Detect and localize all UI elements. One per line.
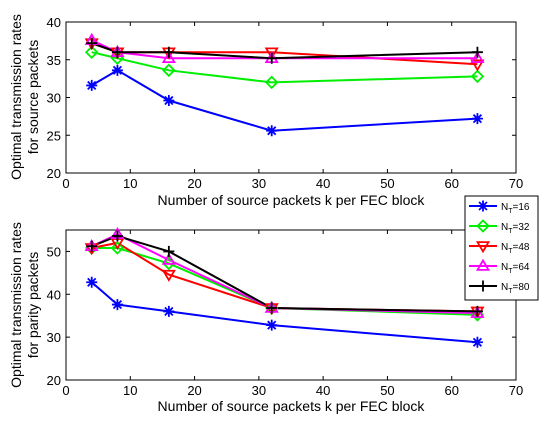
series-markers bbox=[84, 32, 485, 137]
data-point-marker bbox=[162, 63, 176, 78]
legend-label: NT=80 bbox=[501, 282, 530, 295]
data-point-marker bbox=[477, 280, 489, 292]
data-point-marker bbox=[266, 52, 278, 64]
y-axis-label-line2: for source packets bbox=[25, 40, 41, 154]
data-point-marker bbox=[476, 219, 490, 233]
data-point-marker bbox=[471, 336, 483, 348]
data-point-marker bbox=[86, 276, 98, 288]
y-axis-label-line2: for parity packets bbox=[25, 252, 41, 359]
x-tick-label: 20 bbox=[187, 383, 201, 398]
data-point-marker bbox=[111, 64, 123, 76]
x-tick-label: 50 bbox=[380, 383, 394, 398]
x-axis-label: Number of source packets k per FEC block bbox=[158, 398, 426, 414]
data-point-marker bbox=[161, 269, 176, 282]
x-tick-label: 30 bbox=[252, 383, 266, 398]
y-tick-label: 20 bbox=[47, 373, 61, 388]
x-tick-label: 10 bbox=[123, 383, 137, 398]
x-tick-label: 40 bbox=[316, 176, 330, 191]
data-point-marker bbox=[471, 305, 483, 317]
y-tick-label: 50 bbox=[47, 244, 61, 259]
data-point-marker bbox=[163, 245, 175, 257]
x-tick-label: 0 bbox=[62, 176, 69, 191]
x-tick-label: 70 bbox=[509, 383, 523, 398]
y-tick-label: 25 bbox=[47, 128, 61, 143]
data-point-marker bbox=[266, 319, 278, 331]
data-point-marker bbox=[471, 46, 483, 58]
x-tick-label: 0 bbox=[62, 383, 69, 398]
data-point-marker bbox=[266, 125, 278, 137]
data-point-marker bbox=[110, 241, 125, 255]
axis-ticks: 0 10 20 30 40 50 60 70 20 30 40 50 bbox=[47, 230, 523, 398]
x-tick-label: 50 bbox=[380, 176, 394, 191]
data-point-marker bbox=[161, 50, 176, 63]
y-tick-label: 35 bbox=[47, 53, 61, 68]
x-tick-label: 60 bbox=[444, 176, 458, 191]
data-point-marker bbox=[111, 299, 123, 311]
y-axis-label-line1: Optimal transmission rates bbox=[8, 222, 24, 388]
data-point-marker bbox=[475, 241, 491, 254]
y-axis-label-line1: Optimal transmission rates bbox=[8, 14, 24, 180]
data-point-marker bbox=[470, 69, 485, 84]
x-tick-label: 30 bbox=[252, 176, 266, 191]
data-point-marker bbox=[163, 46, 175, 58]
plot-frame bbox=[65, 21, 517, 174]
data-point-marker bbox=[477, 200, 489, 212]
data-point-marker bbox=[111, 46, 123, 58]
data-point-marker bbox=[111, 230, 123, 242]
series-line bbox=[91, 241, 478, 313]
x-tick-label: 20 bbox=[187, 176, 201, 191]
data-point-marker bbox=[470, 59, 485, 72]
legend-label: NT=64 bbox=[501, 262, 530, 275]
series-line bbox=[91, 39, 478, 60]
parity-packets-plot: 0 10 20 30 40 50 60 70 20 30 40 50 Number of source… bbox=[8, 222, 523, 414]
data-point-marker bbox=[84, 45, 99, 59]
data-point-marker bbox=[161, 252, 176, 265]
data-point-marker bbox=[264, 75, 279, 90]
series-lines bbox=[91, 233, 478, 344]
data-point-marker bbox=[86, 37, 98, 49]
y-tick-label: 40 bbox=[47, 15, 61, 30]
x-tick-label: 60 bbox=[444, 383, 458, 398]
data-point-marker bbox=[86, 79, 98, 91]
x-tick-label: 70 bbox=[509, 176, 523, 191]
axis-ticks: 0 10 20 30 40 50 60 70 20 25 30 35 40 bbox=[47, 15, 524, 191]
legend-items: NT=16 NT=32 NT=48 NT=64 NT=80 bbox=[469, 200, 530, 295]
series-line bbox=[91, 69, 478, 132]
legend-box bbox=[464, 195, 539, 301]
data-point-marker bbox=[470, 50, 485, 63]
data-point-marker bbox=[163, 305, 175, 317]
legend-label: NT=48 bbox=[501, 242, 530, 255]
y-tick-label: 40 bbox=[47, 287, 61, 302]
source-packets-plot: 0 10 20 30 40 50 60 70 20 25 30 35 40 Number of sour… bbox=[8, 14, 523, 208]
series-markers bbox=[84, 227, 485, 348]
legend-label: NT=16 bbox=[501, 202, 530, 215]
data-point-marker bbox=[86, 240, 98, 252]
x-axis-label: Number of source packets k per FEC block bbox=[158, 192, 426, 208]
data-point-marker bbox=[475, 258, 491, 271]
data-point-marker bbox=[471, 113, 483, 125]
series-line bbox=[91, 247, 478, 316]
y-tick-label: 20 bbox=[47, 166, 61, 181]
series-line bbox=[91, 234, 478, 313]
x-tick-label: 40 bbox=[316, 383, 330, 398]
y-tick-label: 30 bbox=[47, 91, 61, 106]
legend: NT=16 NT=32 NT=48 NT=64 NT=80 bbox=[464, 195, 539, 301]
legend-label: NT=32 bbox=[501, 222, 530, 235]
x-tick-label: 10 bbox=[123, 176, 137, 191]
data-point-marker bbox=[264, 47, 279, 60]
data-point-marker bbox=[266, 302, 278, 314]
y-tick-label: 30 bbox=[47, 330, 61, 345]
series-line bbox=[91, 51, 478, 84]
data-point-marker bbox=[163, 95, 175, 107]
series-lines bbox=[91, 39, 478, 132]
plot-frame bbox=[65, 229, 517, 381]
